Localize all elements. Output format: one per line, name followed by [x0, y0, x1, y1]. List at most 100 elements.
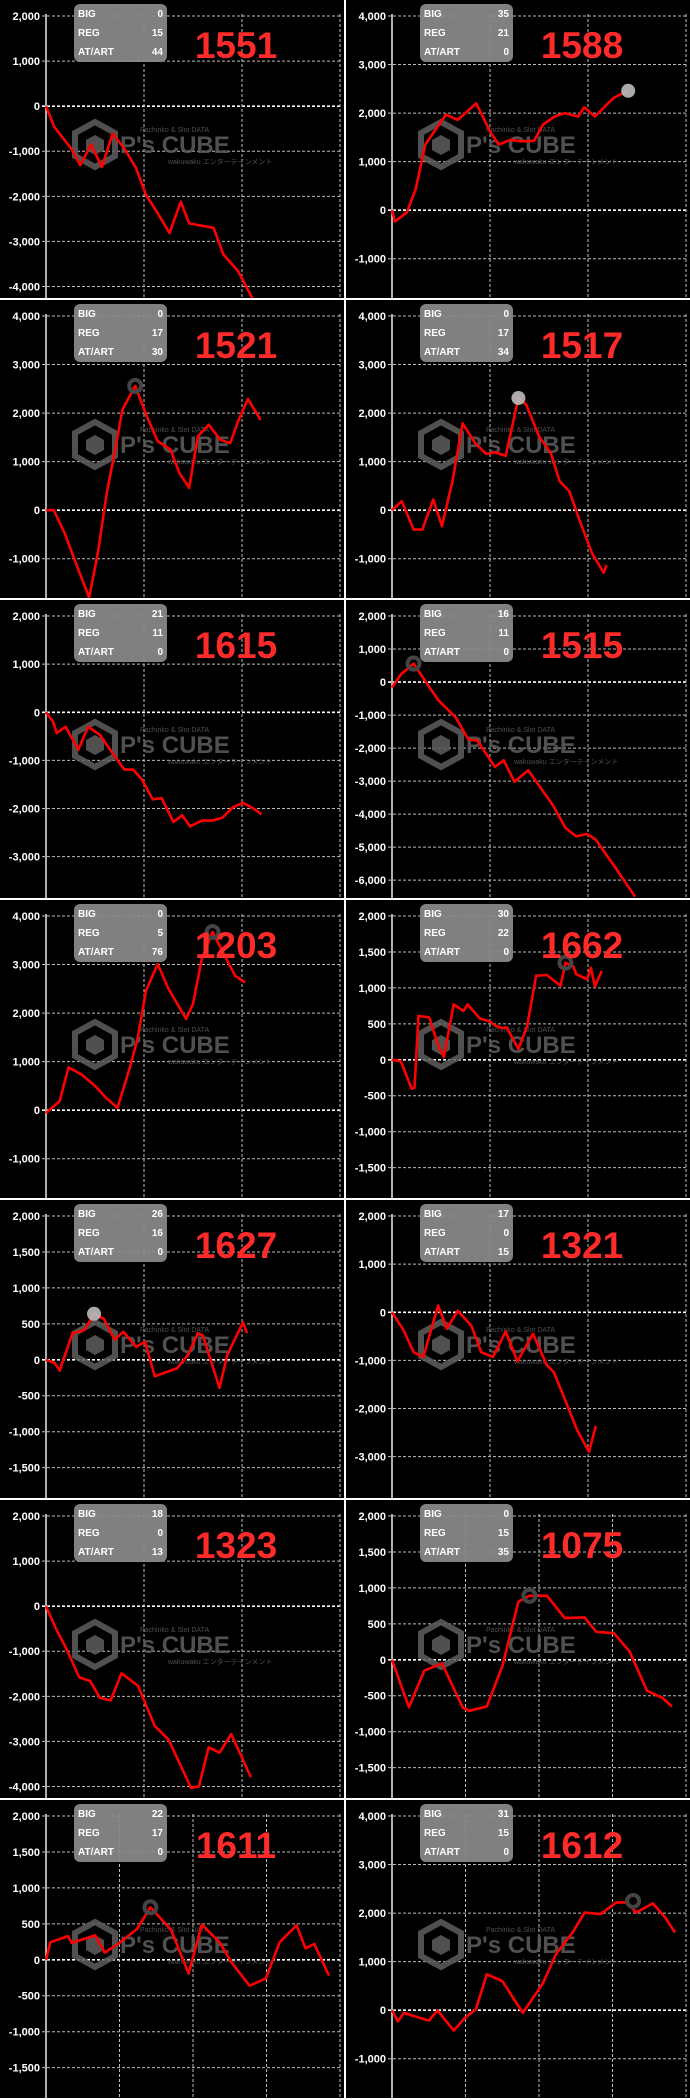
difference-line [45, 930, 246, 1115]
cube-logo-icon [418, 1618, 464, 1671]
cube-logo-inner-icon [86, 1635, 104, 1655]
stats-box: BIG 31 REG 15 AT/ART 0 [420, 1804, 513, 1862]
stat-value-big: 0 [157, 309, 163, 320]
watermark-sub-text: wakuwaku エンターテインメント [513, 1057, 618, 1066]
stat-label-reg: REG [424, 1228, 446, 1239]
difference-line [45, 1312, 249, 1390]
stat-label-big: BIG [78, 309, 96, 320]
stat-label-reg: REG [424, 28, 446, 39]
y-tick-label: 1,000 [358, 1259, 386, 1271]
y-tick-label: -1,000 [355, 2054, 386, 2066]
watermark-main-text: P's CUBE [120, 1632, 230, 1659]
graph-panel-1321: 2,000 1,000 0 -1,000 -2,000 -3,000 Pachinko & … [346, 1200, 690, 1498]
watermark-top-text: Pachinko & Slot DATA [140, 1627, 209, 1634]
y-tick-label: -1,500 [9, 2063, 40, 2075]
y-tick-label: -500 [18, 1391, 40, 1403]
stats-box: BIG 0 REG 17 AT/ART 34 [420, 304, 513, 362]
y-tick-label: -1,000 [355, 1355, 386, 1367]
line-chart: 2,000 1,000 0 -1,000 -2,000 -3,000 -4,000 Pachi… [9, 1504, 341, 1798]
cube-logo-inner-icon [86, 135, 104, 155]
machine-number: 1517 [541, 325, 623, 366]
line-chart: 4,000 3,000 2,000 1,000 0 -1,000 Pachinko & Sl… [355, 304, 687, 598]
stats-box: BIG 18 REG 0 AT/ART 13 [74, 1504, 167, 1562]
graph-panel-1551: 2,000 1,000 0 -1,000 -2,000 -3,000 -4,000 Pachi… [0, 0, 344, 298]
cube-logo-inner-icon [432, 435, 450, 455]
stat-label-big: BIG [78, 9, 96, 20]
y-tick-label: 0 [380, 205, 386, 217]
y-tick-label: 3,000 [358, 1860, 386, 1872]
stat-label-at-art: AT/ART [424, 1847, 460, 1858]
y-tick-label: -1,000 [355, 254, 386, 266]
y-tick-label: 3,000 [358, 60, 386, 72]
y-tick-label: -2,000 [9, 804, 40, 816]
stat-label-at-art: AT/ART [78, 1247, 114, 1258]
y-tick-label: 1,500 [358, 947, 386, 959]
peak-marker [127, 377, 144, 394]
y-tick-label: -1,000 [9, 554, 40, 566]
peak-marker [557, 954, 574, 971]
stat-label-at-art: AT/ART [424, 1547, 460, 1558]
stat-value-reg: 0 [503, 1228, 509, 1239]
machine-number: 1323 [195, 1525, 277, 1566]
machine-number: 1612 [541, 1825, 623, 1866]
watermark-top-text: Pachinko & Slot DATA [140, 1027, 209, 1034]
stats-box: BIG 35 REG 21 AT/ART 0 [420, 4, 513, 62]
stat-value-at-art: 0 [157, 1247, 163, 1258]
y-tick-label: -500 [364, 1691, 386, 1703]
y-tick-label: 0 [380, 505, 386, 517]
stats-box-bg [420, 1204, 513, 1262]
y-tick-label: -1,500 [355, 1163, 386, 1175]
y-tick-label: -1,000 [9, 755, 40, 767]
y-tick-label: 3,000 [12, 960, 40, 972]
y-tick-label: 0 [34, 505, 40, 517]
stat-label-at-art: AT/ART [78, 1547, 114, 1558]
watermark-sub-text: wakuwaku エンターテインメント [513, 1657, 618, 1666]
machine-number: 1515 [541, 625, 623, 666]
y-tick-label: -4,000 [9, 1781, 40, 1793]
y-tick-label: -1,000 [9, 2027, 40, 2039]
y-tick-label: -1,500 [355, 1763, 386, 1775]
y-tick-label: -1,000 [355, 1127, 386, 1139]
stats-box: BIG 17 REG 0 AT/ART 15 [420, 1204, 513, 1262]
watermark-sub-text: wakuwaku エンターテインメント [513, 1357, 618, 1366]
stat-value-reg: 5 [157, 928, 163, 939]
y-tick-label: 0 [34, 101, 40, 113]
machine-number: 1615 [195, 625, 277, 666]
stat-value-reg: 21 [498, 28, 510, 39]
y-tick-label: 4,000 [358, 1811, 386, 1823]
y-tick-label: 2,000 [358, 911, 386, 923]
stat-label-at-art: AT/ART [424, 347, 460, 358]
stats-box: BIG 30 REG 22 AT/ART 0 [420, 904, 513, 962]
y-tick-label: 1,000 [12, 1283, 40, 1295]
machine-number: 1551 [195, 25, 277, 66]
graph-panel-1588: 4,000 3,000 2,000 1,000 0 -1,000 Pachinko & Sl… [346, 0, 690, 298]
watermark-sub-text: wakuwaku エンターテインメント [513, 757, 618, 766]
line-chart: 4,000 3,000 2,000 1,000 0 -1,000 Pachinko & Sl… [9, 304, 341, 598]
y-tick-label: 0 [34, 707, 40, 719]
stat-value-at-art: 34 [498, 347, 510, 358]
difference-line [46, 384, 262, 598]
stat-label-big: BIG [424, 9, 442, 20]
watermark-top-text: Pachinko & Slot DATA [140, 1327, 209, 1334]
watermark-top-text: Pachinko & Slot DATA [486, 427, 555, 434]
stat-label-reg: REG [424, 928, 446, 939]
y-tick-label: 1,500 [12, 1247, 40, 1259]
stats-box-bg [74, 1204, 167, 1262]
line-chart: 4,000 3,000 2,000 1,000 0 -1,000 Pachinko & Sl… [355, 4, 687, 298]
stat-label-reg: REG [78, 1828, 100, 1839]
y-tick-label: -5,000 [355, 842, 386, 854]
line-chart: 2,000 1,500 1,000 500 0 -500 -1,000 -1,500 Pachi… [355, 1504, 687, 1798]
y-tick-label: -1,500 [9, 1463, 40, 1475]
y-tick-label: 4,000 [12, 311, 40, 323]
y-tick-label: 4,000 [358, 11, 386, 23]
y-tick-label: 3,000 [358, 360, 386, 372]
stat-label-at-art: AT/ART [78, 47, 114, 58]
y-tick-label: -2,000 [9, 191, 40, 203]
stat-label-reg: REG [78, 28, 100, 39]
machine-number: 1627 [195, 1225, 277, 1266]
difference-line [390, 1594, 673, 1713]
y-tick-label: 500 [22, 1319, 40, 1331]
